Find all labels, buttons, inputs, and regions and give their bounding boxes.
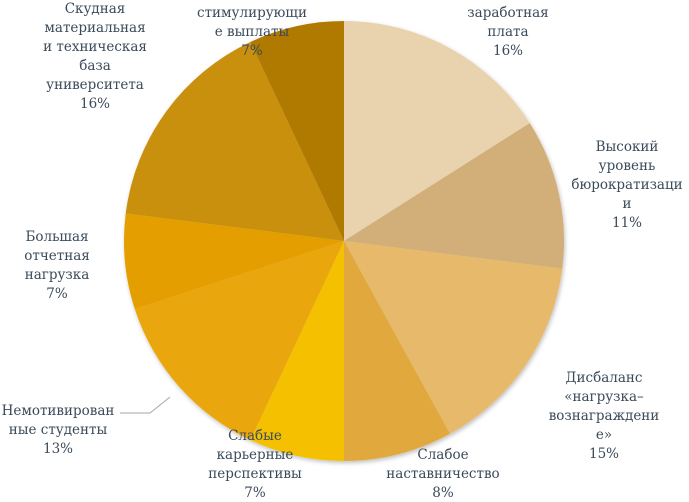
slice-label-line: и техническая xyxy=(43,39,147,55)
pie-slice-8 xyxy=(125,41,344,241)
slice-label-line: бюрократизаци xyxy=(571,177,682,193)
slice-label-3: Дисбаланс «нагрузка– вознаграждени е» 15% xyxy=(549,370,660,462)
slice-label-line: нагрузка xyxy=(25,267,90,283)
slice-percent: 11% xyxy=(612,215,642,231)
slice-label-4: Слабое наставничество 8% xyxy=(386,447,499,501)
slice-label-line: стимулирующи xyxy=(197,5,307,21)
slice-label-line: Немотивирован xyxy=(2,403,115,419)
slice-percent: 8% xyxy=(432,485,454,501)
pie-slice-4 xyxy=(344,241,450,461)
pie-slice-5 xyxy=(250,241,344,461)
pie-slice-3 xyxy=(344,241,563,434)
pie-slice-6 xyxy=(134,241,344,441)
slice-label-line: Слабое xyxy=(417,447,468,463)
slice-percent: 7% xyxy=(241,43,263,59)
pie-slice-9 xyxy=(250,21,344,241)
slice-label-line: Слабые xyxy=(228,428,282,444)
slice-label-7: Большая отчетная нагрузка 7% xyxy=(24,229,90,302)
slice-label-line: уровень xyxy=(599,158,656,174)
slice-label-line: и xyxy=(623,196,632,212)
pie-slice-7 xyxy=(123,213,344,309)
slice-label-line: вознаграждени xyxy=(549,408,660,424)
slice-percent: 16% xyxy=(493,43,523,59)
slice-label-line: отчетная xyxy=(24,248,90,264)
slice-percent: 13% xyxy=(43,441,73,457)
slice-label-line: наставничество xyxy=(386,466,499,482)
slice-label-9: стимулирующи е выплаты 7% xyxy=(197,5,307,59)
slice-label-line: перспективы xyxy=(208,466,302,482)
slice-percent: 7% xyxy=(46,286,68,302)
pie-slice-2 xyxy=(344,123,565,269)
slice-label-line: «нагрузка– xyxy=(564,389,644,405)
slice-label-line: плата xyxy=(487,24,528,40)
pie-slices xyxy=(123,21,565,461)
slice-label-6: Немотивирован ные студенты 13% xyxy=(2,403,115,457)
slice-percent: 15% xyxy=(589,446,619,462)
slice-label-line: база xyxy=(79,58,111,74)
slice-label-1: заработная плата 16% xyxy=(467,5,548,59)
pie-slice-1 xyxy=(344,21,530,241)
slice-label-line: Скудная xyxy=(65,1,126,17)
slice-percent: 16% xyxy=(80,96,110,112)
leader-line xyxy=(120,396,171,414)
slice-label-8: Скудная материальная и техническая база унив… xyxy=(43,1,147,112)
slice-percent: 7% xyxy=(244,485,266,501)
slice-label-2: Высокий уровень бюрократизаци и 11% xyxy=(571,139,682,231)
slice-label-line: университета xyxy=(46,77,144,93)
slice-label-line: е» xyxy=(596,427,612,443)
slice-label-5: Слабые карьерные перспективы 7% xyxy=(208,428,302,501)
slice-label-line: ные студенты xyxy=(9,422,108,438)
slice-label-line: материальная xyxy=(44,20,145,36)
slice-label-line: карьерные xyxy=(217,447,294,463)
slice-label-line: Дисбаланс xyxy=(566,370,643,386)
slice-label-line: Большая xyxy=(25,229,88,245)
slice-label-line: заработная xyxy=(467,5,548,21)
slice-label-line: е выплаты xyxy=(215,24,290,40)
slice-label-line: Высокий xyxy=(596,139,659,155)
